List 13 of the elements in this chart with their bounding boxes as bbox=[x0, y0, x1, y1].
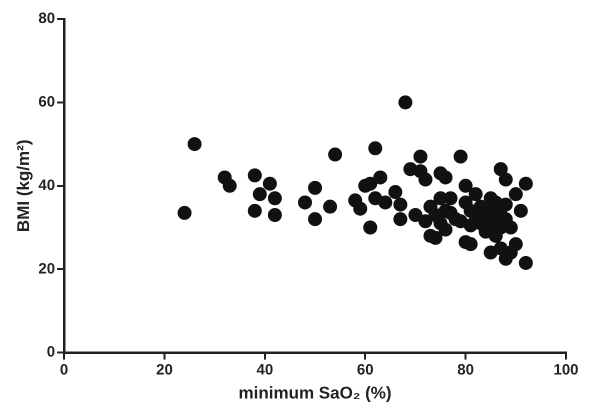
x-tick-label: 80 bbox=[457, 362, 474, 379]
x-tick-label: 20 bbox=[156, 362, 173, 379]
y-tick-label: 60 bbox=[38, 94, 56, 111]
y-tick-label: 0 bbox=[46, 344, 56, 361]
y-axis-title: BMI (kg/m²) bbox=[14, 140, 33, 232]
x-axis-title: minimum SaO₂ (%) bbox=[238, 383, 392, 402]
y-tick-label: 20 bbox=[38, 260, 56, 278]
y-tick-label: 40 bbox=[38, 176, 56, 194]
x-tick-label: 60 bbox=[356, 362, 374, 379]
x-tick-label: 40 bbox=[256, 362, 274, 379]
y-tick-label: 80 bbox=[38, 10, 56, 28]
x-tick-label: 100 bbox=[553, 362, 579, 379]
x-tick-label: 0 bbox=[60, 362, 68, 379]
